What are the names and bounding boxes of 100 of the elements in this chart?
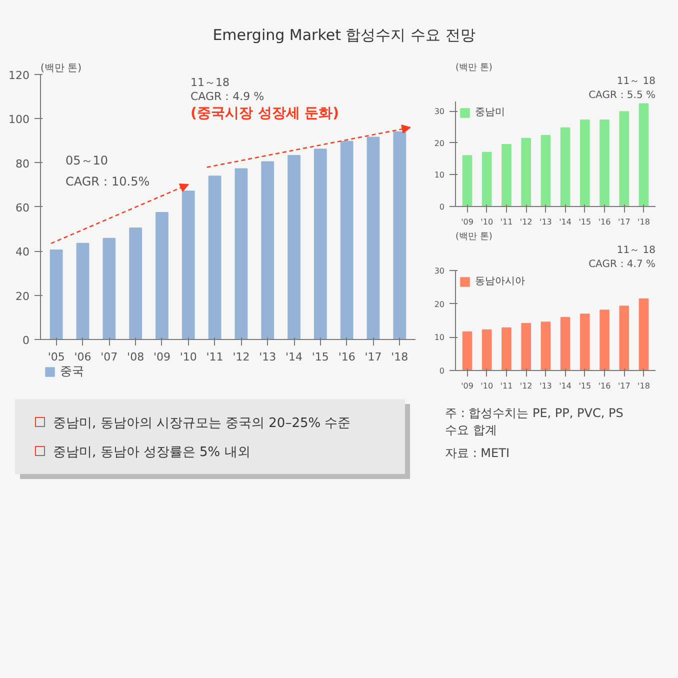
- bar: [638, 298, 649, 370]
- x-tick-label: '15: [578, 382, 592, 390]
- y-tick-label: 40: [16, 246, 30, 259]
- bar: [619, 306, 630, 370]
- bar: [129, 227, 142, 340]
- x-tick-label: '17: [618, 382, 630, 390]
- y-axis-title: (백만 톤): [456, 63, 492, 73]
- y-tick-label: 0: [439, 366, 445, 376]
- bar: [600, 310, 610, 370]
- annotation: 05～10: [66, 154, 108, 168]
- y-tick-label: 20: [434, 300, 445, 309]
- bar: [314, 148, 327, 340]
- annotation: CAGR：10.5%: [66, 174, 150, 188]
- bar: [521, 138, 531, 206]
- x-tick-label: '14: [559, 382, 572, 390]
- x-tick-label: '12: [520, 218, 532, 226]
- bar: [638, 103, 649, 206]
- x-tick-label: '11: [500, 218, 513, 226]
- x-tick-label: '12: [520, 382, 532, 390]
- bar: [462, 331, 472, 370]
- x-tick-label: '07: [100, 350, 118, 364]
- bar: [288, 155, 300, 340]
- text: 중남미, 동남아의 시장규모는 중국의 20–25% 수준: [52, 415, 351, 433]
- bar: [560, 317, 570, 370]
- x-tick-label: '10: [480, 382, 494, 390]
- text: CAGR：5.5 %: [588, 90, 656, 101]
- bar: [234, 168, 248, 340]
- y-tick-label: 80: [16, 157, 30, 170]
- x-tick-label: '18: [638, 218, 650, 226]
- bar: [482, 152, 492, 206]
- legend-label: 중남미: [475, 106, 505, 119]
- x-tick-label: '18: [391, 350, 408, 364]
- annotation: (중국시장 성장세 둔화): [190, 106, 340, 122]
- y-tick-label: 30: [434, 266, 445, 276]
- text: 11～ 18: [616, 76, 656, 87]
- bar: [156, 212, 168, 340]
- y-axis-title: (백만 톤): [456, 232, 492, 242]
- bar: [50, 250, 63, 340]
- x-tick-label: '10: [480, 218, 494, 226]
- y-tick-label: 30: [434, 107, 445, 116]
- bar: [102, 238, 116, 340]
- x-tick-label: '09: [153, 350, 170, 364]
- x-tick-label: '05: [48, 350, 65, 364]
- bar: [76, 242, 90, 340]
- bar: [502, 144, 512, 206]
- y-tick-label: 20: [434, 138, 445, 148]
- y-tick-label: 0: [439, 202, 445, 212]
- y-tick-label: 60: [16, 201, 30, 214]
- x-tick-label: '13: [540, 382, 552, 390]
- legend-label: 동남아시아: [475, 275, 525, 288]
- x-tick-label: '16: [338, 350, 356, 364]
- bar: [502, 327, 512, 370]
- y-tick-label: 10: [434, 333, 445, 342]
- y-tick-label: 0: [22, 334, 30, 347]
- x-tick-label: '14: [286, 350, 303, 364]
- x-tick-label: '10: [180, 350, 197, 364]
- x-tick-label: '17: [618, 218, 630, 226]
- bar: [540, 135, 551, 206]
- bar: [462, 155, 472, 206]
- x-tick-label: '15: [312, 350, 329, 364]
- text: 주 : 합성수치는 PE, PP, PVC, PS 수요 합계: [445, 405, 624, 440]
- y-tick-label: 120: [8, 69, 30, 82]
- bar: [393, 131, 406, 340]
- chart-title: Emerging Market 합성수지 수요 전망: [212, 25, 476, 46]
- x-tick-label: '09: [461, 218, 474, 226]
- bar: [208, 176, 222, 340]
- bar: [261, 161, 274, 340]
- y-axis-title: (백만 톤): [40, 63, 82, 74]
- bar: [521, 323, 531, 370]
- text: 자료 : METI: [445, 445, 510, 462]
- annotation: 11～18: [190, 76, 230, 89]
- bar: [340, 140, 354, 340]
- y-tick-label: 10: [434, 170, 445, 180]
- annotation: CAGR：4.9 %: [190, 90, 264, 103]
- x-tick-label: '12: [232, 350, 250, 364]
- y-tick-label: 20: [16, 290, 30, 303]
- bar: [482, 329, 492, 370]
- x-tick-label: '09: [461, 382, 474, 390]
- x-tick-label: '11: [206, 350, 224, 364]
- bar: [366, 136, 380, 340]
- x-tick-label: '18: [638, 382, 650, 390]
- text: 중남미, 동남아 성장률은 5% 내외: [52, 444, 252, 462]
- x-tick-label: '17: [364, 350, 382, 364]
- text: CAGR：4.7 %: [588, 259, 656, 270]
- x-tick-label: '08: [127, 350, 144, 364]
- bar: [580, 119, 590, 206]
- x-tick-label: '16: [598, 218, 611, 226]
- x-tick-label: '16: [598, 382, 611, 390]
- bar: [600, 119, 610, 206]
- bar: [580, 314, 590, 370]
- x-tick-label: '11: [500, 382, 513, 390]
- bar: [560, 127, 570, 206]
- legend-label: 중국: [60, 363, 84, 380]
- bar: [619, 111, 630, 206]
- x-tick-label: '14: [559, 218, 572, 226]
- bar: [540, 322, 551, 370]
- x-tick-label: '06: [74, 350, 92, 364]
- x-tick-label: '13: [540, 218, 552, 226]
- x-tick-label: '13: [259, 350, 276, 364]
- text: 11～ 18: [616, 245, 656, 256]
